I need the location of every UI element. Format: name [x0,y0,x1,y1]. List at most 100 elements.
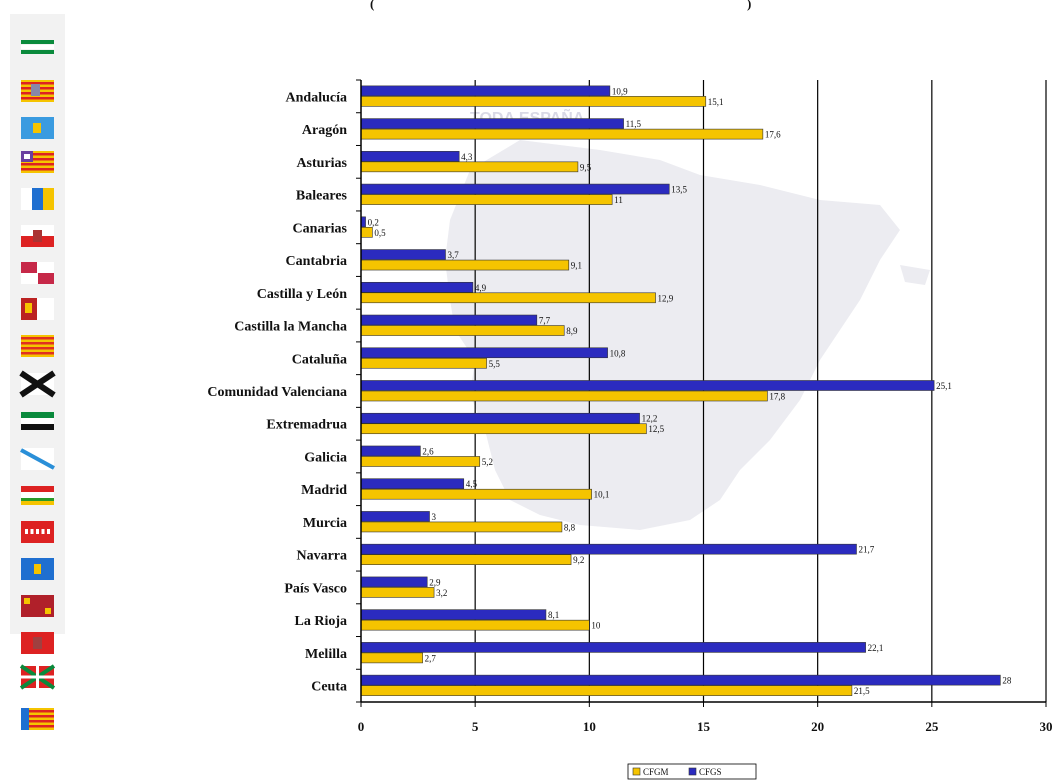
castilla-la-mancha-flag-icon [21,298,54,320]
bars: 10,9 15,1 Andalucía 11,5 17,6 Aragón 4,3 9,5 Ast… [207,85,1012,696]
data-label: 28 [1002,676,1012,686]
baleares-flag-icon [21,151,54,173]
bar-cfgm [360,227,373,238]
comunidad-valenciana-flag-icon [21,708,54,730]
data-label: 12,9 [658,293,674,303]
andalucia-flag-icon [21,40,54,54]
bar-cfgm [360,521,563,533]
category-label: Melilla [305,647,347,662]
bar-cfgs [360,511,430,522]
category-label: Extremadrua [266,418,347,433]
cantabria-flag-icon [21,225,54,247]
legend-label: CFGM [643,767,669,777]
category-label: Comunidad Valenciana [207,385,347,400]
bar-cfgs [360,347,608,359]
pais-vasco-flag-icon [19,664,56,690]
data-label: 4,9 [475,283,487,293]
data-label: 0,5 [374,228,386,238]
bar-cfgs [360,314,538,326]
data-label: 3,2 [436,588,447,598]
bar-cfgs [360,576,428,588]
bar-cfgm [360,259,570,271]
data-label: 25,1 [936,381,952,391]
data-label: 15,1 [708,97,724,107]
castilla-y-leon-flag-icon [21,262,54,284]
data-label: 17,6 [765,130,781,140]
map-island [900,265,930,285]
data-label: 9,5 [580,162,592,172]
data-label: 12,5 [648,424,664,434]
axes: 0 5 10 15 20 25 30 [356,79,1053,734]
legend-swatch-cfgs [688,767,697,776]
bar-cfgm [360,161,579,173]
data-label: 4,3 [461,152,473,162]
bar-cfgm [360,423,647,435]
flags-column [10,14,65,730]
category-label: Baleares [296,189,348,204]
category-label: Murcia [303,516,347,531]
bar-cfgm [360,456,481,467]
data-label: 2,7 [425,653,437,663]
category-label: Galicia [304,450,347,465]
category-label: Castilla la Mancha [234,320,347,335]
category-label: Andalucía [286,90,347,105]
bar-cfgs [360,380,935,391]
x-tick-label: 5 [472,719,479,734]
category-label: La Rioja [295,614,348,629]
category-label: Ceuta [311,680,347,695]
category-label: País Vasco [284,581,347,596]
canarias-alt-flag-icon [21,558,54,580]
data-label: 10,1 [594,490,610,500]
data-label: 21,5 [854,686,870,696]
ceuta-flag-icon [19,370,56,398]
bar-cfgm [360,488,592,500]
melilla-flag-icon [21,632,54,654]
category-label: Cantabria [286,254,347,269]
data-label: 3 [432,512,437,522]
bar-cfgs [360,478,465,490]
bar-cfgm [360,325,565,336]
bar-cfgm [360,390,768,402]
bar-cfgs [360,674,1001,686]
asturias-flag-icon [21,117,54,139]
category-label: Castilla y León [257,287,347,302]
bar-cfgm [360,128,764,140]
data-label: 3,7 [447,250,459,260]
data-label: 11,5 [626,119,642,129]
bar-cfgs [360,281,474,293]
data-label: 17,8 [769,392,785,402]
data-label: 22,1 [868,643,884,653]
bar-cfgs [360,151,460,162]
data-label: 8,8 [564,522,576,532]
bar-cfgs [360,412,640,424]
x-tick-label: 20 [811,719,824,734]
data-label: 11 [614,195,623,205]
category-label: Asturias [296,156,347,171]
data-label: 5,5 [489,359,501,369]
category-label: Cataluña [292,352,347,367]
bar-cfgs [360,249,446,260]
category-label: Aragón [302,123,347,138]
bar-cfgm [360,652,423,664]
bar-cfgm [360,292,656,304]
data-label: 4,5 [466,479,478,489]
legend-swatch-cfgm [632,767,641,776]
data-label: 10 [591,621,601,631]
extremadura-flag-icon [21,412,54,430]
bar-cfgs [360,543,857,555]
bar-cfgs [360,642,866,653]
madrid-flag-icon [21,521,54,543]
x-tick-label: 30 [1040,719,1053,734]
data-label: 12,2 [642,414,658,424]
bar-cfgm [360,685,853,696]
bar-cfgs [360,118,624,129]
legend: CFGM CFGS [627,763,757,780]
data-label: 10,8 [610,348,626,358]
data-label: 7,7 [539,316,551,326]
bar-cfgs [360,609,547,620]
la-rioja-flag-icon [21,486,54,505]
data-label: 2,6 [422,446,434,456]
murcia-flag-icon [21,595,54,617]
data-label: 13,5 [671,185,687,195]
